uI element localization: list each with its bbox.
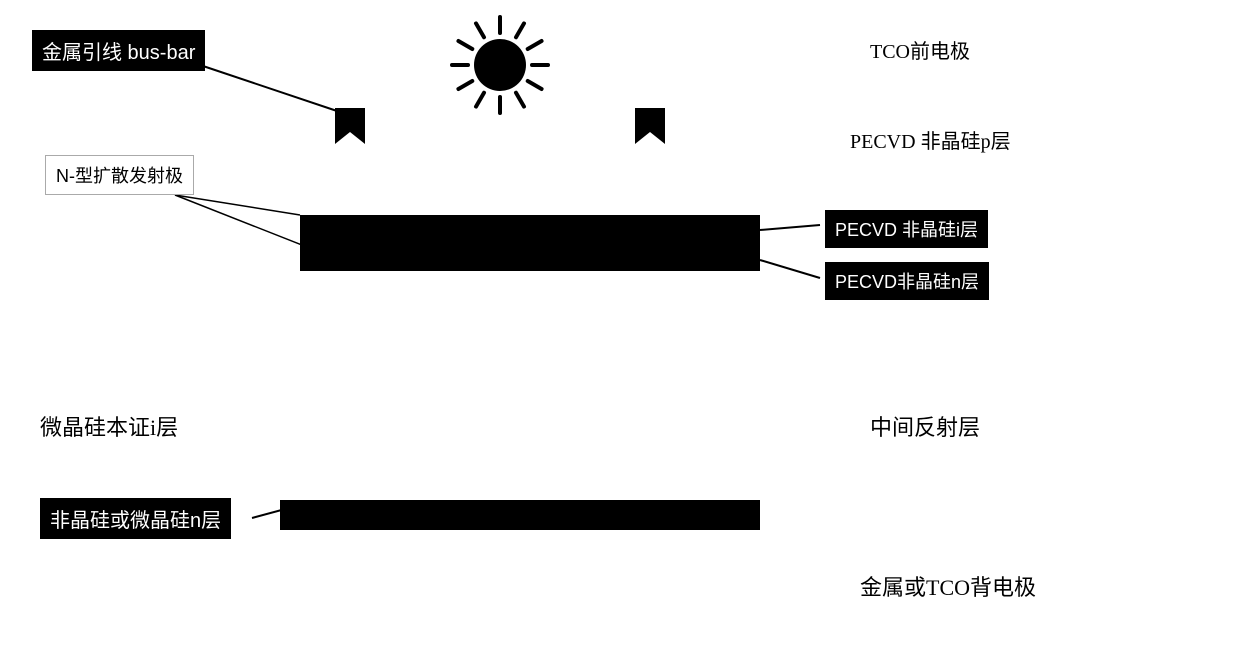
label-pecvd-n: PECVD非晶硅n层 bbox=[825, 262, 989, 300]
label-busbar: 金属引线 bus-bar bbox=[32, 30, 205, 71]
label-mid-reflector: 中间反射层 bbox=[870, 410, 980, 442]
label-tco-front: TCO前电极 bbox=[870, 35, 970, 64]
label-n-emitter: N-型扩散发射极 bbox=[45, 155, 194, 195]
diagram-stage: 金属引线 bus-bar N-型扩散发射极 TCO前电极 PECVD 非晶硅p层… bbox=[0, 0, 1240, 653]
label-back-electrode: 金属或TCO背电极 bbox=[860, 570, 1036, 602]
layer-block-1 bbox=[300, 215, 760, 271]
connectors-svg bbox=[0, 0, 1240, 653]
label-pecvd-p: PECVD 非晶硅p层 bbox=[850, 125, 1011, 154]
label-uc-si-i: 微晶硅本证i层 bbox=[40, 410, 178, 442]
label-pecvd-i: PECVD 非晶硅i层 bbox=[825, 210, 988, 248]
label-a-uc-si-n: 非晶硅或微晶硅n层 bbox=[40, 498, 231, 539]
layer-block-2 bbox=[280, 500, 760, 530]
